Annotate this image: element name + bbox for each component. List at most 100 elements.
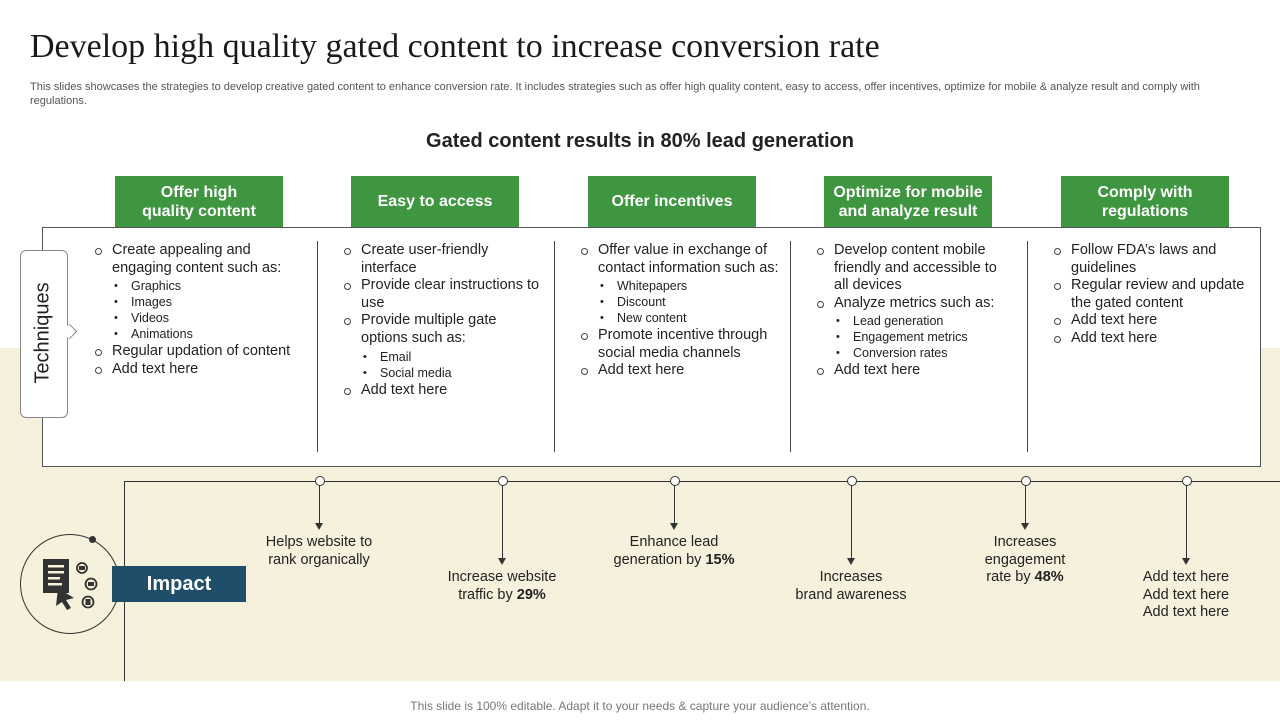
techniques-tab xyxy=(20,250,68,418)
sub-list-item: Engagement metrics xyxy=(834,329,1015,345)
list-item: Regular review and update the gated cont… xyxy=(1052,277,1247,312)
list-item: Add text here xyxy=(1052,312,1247,330)
header-comply-regulations: Comply with regulations xyxy=(1061,176,1229,227)
sub-list-item: Whitepapers xyxy=(598,278,779,294)
list-item: Regular updation of content xyxy=(93,343,308,361)
impact-icon-circle xyxy=(20,534,120,634)
techniques-frame xyxy=(42,227,1261,467)
techniques-column-3: Offer value in exchange of contact infor… xyxy=(579,242,779,380)
impact-line: rate by xyxy=(986,569,1035,586)
list-item-text: Offer value in exchange of contact infor… xyxy=(598,242,779,276)
impact-timeline xyxy=(124,481,1280,482)
arrow-down-icon xyxy=(1182,558,1190,565)
impact-line: engagement xyxy=(984,551,1066,568)
timeline-node xyxy=(1021,476,1031,486)
arrow-down-icon xyxy=(315,523,323,530)
arrow-down-icon xyxy=(1021,523,1029,530)
impact-item-6: Add text here Add text here Add text here xyxy=(1096,569,1276,622)
impact-line: Increases xyxy=(819,569,883,585)
sub-list-item: Social media xyxy=(361,365,542,381)
list-item: Create user-friendly interface xyxy=(342,242,542,277)
section-subtitle: Gated content results in 80% lead genera… xyxy=(426,130,854,152)
impact-line: Add text here xyxy=(1142,604,1230,621)
impact-line: Enhance lead xyxy=(629,534,719,550)
sub-list-item: Email xyxy=(361,349,542,365)
list-item: Provide multiple gate options such as: E… xyxy=(342,312,542,381)
impact-line: generation by xyxy=(613,551,706,568)
column-divider xyxy=(317,241,318,452)
list-item: Add text here xyxy=(93,361,308,379)
impact-item-5: Increases engagement rate by 48% xyxy=(935,534,1115,587)
impact-line: Add text here xyxy=(1142,586,1230,603)
footer-note: This slide is 100% editable. Adapt it to… xyxy=(410,699,870,713)
arrow-down-icon xyxy=(670,523,678,530)
impact-label: Impact xyxy=(112,566,246,602)
list-item: Add text here xyxy=(342,382,542,400)
header-line1: Comply with xyxy=(1097,183,1193,201)
column-divider xyxy=(1027,241,1028,452)
impact-line: rank organically xyxy=(268,551,370,568)
impact-line: traffic by xyxy=(458,586,517,603)
list-item: Create appealing and engaging content su… xyxy=(93,242,308,342)
page-description: This slides showcases the strategies to … xyxy=(30,81,1200,107)
timeline-stem xyxy=(1186,485,1187,560)
timeline-node xyxy=(670,476,680,486)
impact-value: 48% xyxy=(1034,569,1064,586)
techniques-column-4: Develop content mobile friendly and acce… xyxy=(815,242,1015,380)
sub-list-item: Videos xyxy=(112,310,308,326)
list-item: Add text here xyxy=(579,362,779,380)
sub-list-item: Graphics xyxy=(112,278,308,294)
timeline-stem xyxy=(502,485,503,560)
sub-list-item: Images xyxy=(112,294,308,310)
arrow-down-icon xyxy=(498,558,506,565)
impact-line: Add text here xyxy=(1142,569,1230,585)
header-offer-quality-content: Offer high quality content xyxy=(115,176,283,227)
timeline-node xyxy=(1182,476,1192,486)
header-line2: and analyze result xyxy=(838,202,978,220)
arrow-down-icon xyxy=(847,558,855,565)
header-line2: quality content xyxy=(142,202,256,220)
timeline-node xyxy=(847,476,857,486)
impact-line: Increases xyxy=(993,534,1057,550)
header-line2: regulations xyxy=(1101,202,1189,220)
sub-list-item: New content xyxy=(598,310,779,326)
header-line1: Offer high xyxy=(160,183,238,201)
list-item: Develop content mobile friendly and acce… xyxy=(815,242,1015,295)
header-offer-incentives: Offer incentives xyxy=(588,176,756,227)
header-line1: Easy to access xyxy=(377,193,493,210)
impact-value: 29% xyxy=(516,586,546,603)
column-divider xyxy=(790,241,791,452)
list-item: Add text here xyxy=(815,362,1015,380)
impact-value: 15% xyxy=(705,551,735,568)
list-item-text: Provide multiple gate options such as: xyxy=(361,312,497,346)
presentation-document-icon xyxy=(43,559,98,610)
techniques-column-2: Create user-friendly interface Provide c… xyxy=(342,242,542,399)
impact-line: brand awareness xyxy=(795,586,907,603)
sub-list-item: Conversion rates xyxy=(834,345,1015,361)
sub-list-item: Animations xyxy=(112,326,308,342)
list-item: Add text here xyxy=(1052,330,1247,348)
list-item: Analyze metrics such as: Lead generation… xyxy=(815,294,1015,361)
header-optimize-mobile: Optimize for mobile and analyze result xyxy=(824,176,992,227)
techniques-column-5: Follow FDA’s laws and guidelines Regular… xyxy=(1052,242,1247,348)
timeline-stem xyxy=(1025,485,1026,525)
header-line1: Optimize for mobile xyxy=(833,183,983,201)
techniques-label: Techniques xyxy=(31,282,54,384)
list-item: Follow FDA’s laws and guidelines xyxy=(1052,242,1247,277)
list-item-text: Analyze metrics such as: xyxy=(834,294,995,311)
list-item: Provide clear instructions to use xyxy=(342,277,542,312)
impact-line: Helps website to xyxy=(265,534,373,550)
header-easy-to-access: Easy to access xyxy=(351,176,519,227)
techniques-column-1: Create appealing and engaging content su… xyxy=(93,242,308,378)
impact-item-2: Increase website traffic by 29% xyxy=(412,569,592,604)
impact-item-3: Enhance lead generation by 15% xyxy=(584,534,764,569)
timeline-stem xyxy=(319,485,320,525)
timeline-node xyxy=(315,476,325,486)
impact-item-4: Increases brand awareness xyxy=(761,569,941,604)
circle-dot xyxy=(89,536,96,543)
timeline-stem xyxy=(851,485,852,560)
list-item: Promote incentive through social media c… xyxy=(579,327,779,362)
page-title: Develop high quality gated content to in… xyxy=(30,28,880,65)
impact-line: Increase website xyxy=(447,569,557,585)
list-item-text: Create appealing and engaging content su… xyxy=(112,242,282,276)
